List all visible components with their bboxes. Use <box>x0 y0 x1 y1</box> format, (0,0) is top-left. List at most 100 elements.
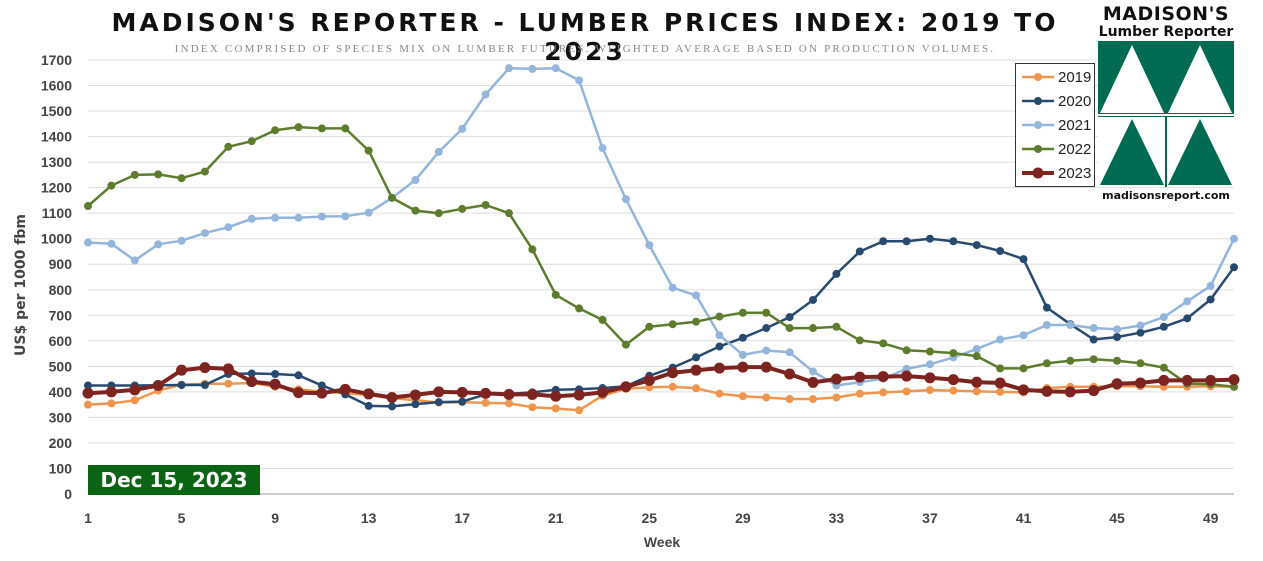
data-point-2023 <box>550 390 562 402</box>
data-point-2019 <box>107 399 116 408</box>
data-point-2022 <box>1230 382 1238 391</box>
data-point-2020 <box>247 369 256 378</box>
data-point-2019 <box>785 395 794 404</box>
data-point-2023 <box>573 389 585 401</box>
data-point-2022 <box>972 352 981 361</box>
legend-item-2023: 2023 <box>1016 162 1096 184</box>
data-point-2021 <box>434 147 443 156</box>
data-point-2023 <box>760 361 772 373</box>
data-point-2021 <box>996 335 1005 344</box>
data-point-2019 <box>762 393 771 402</box>
data-point-2023 <box>199 362 211 374</box>
data-point-2021 <box>341 212 350 221</box>
data-point-2022 <box>294 123 303 132</box>
data-point-2021 <box>1066 320 1075 329</box>
legend-swatch <box>1022 167 1054 179</box>
data-point-2023 <box>854 371 866 383</box>
data-point-2021 <box>177 236 186 245</box>
data-point-2021 <box>528 64 537 73</box>
series-2022 <box>84 123 1238 391</box>
data-point-2022 <box>668 320 677 329</box>
data-point-2022 <box>458 204 467 213</box>
data-point-2023 <box>129 384 141 396</box>
data-point-2019 <box>925 386 934 395</box>
data-point-2020 <box>317 381 326 390</box>
legend-swatch <box>1022 73 1054 81</box>
data-point-2022 <box>434 209 443 218</box>
data-point-2020 <box>1089 335 1098 344</box>
data-point-2020 <box>364 401 373 410</box>
x-tick-label: 9 <box>271 510 279 526</box>
data-point-2021 <box>200 229 209 238</box>
chart-title: MADISON'S REPORTER - LUMBER PRICES INDEX… <box>111 8 1059 66</box>
data-point-2023 <box>503 388 515 400</box>
data-point-2022 <box>271 126 280 135</box>
data-point-2019 <box>551 404 560 413</box>
data-point-2022 <box>692 317 701 326</box>
data-point-2020 <box>458 397 467 406</box>
chart-subtitle: INDEX COMPRISED OF SPECIES MIX ON LUMBER… <box>174 43 996 55</box>
data-point-2019 <box>855 389 864 398</box>
data-point-2022 <box>84 202 92 211</box>
data-point-2020 <box>738 333 747 342</box>
data-point-2023 <box>1064 386 1076 398</box>
data-point-2021 <box>785 348 794 357</box>
data-point-2023 <box>1088 385 1100 397</box>
data-point-2023 <box>433 386 445 398</box>
data-point-2022 <box>902 346 911 355</box>
data-point-2020 <box>715 342 724 351</box>
y-tick-label: 0 <box>64 486 72 502</box>
legend-swatch <box>1022 97 1054 105</box>
data-point-2022 <box>1089 355 1098 364</box>
data-point-2023 <box>1041 385 1053 397</box>
data-point-2019 <box>504 399 513 408</box>
x-axis-label: Week <box>644 534 681 550</box>
data-point-2020 <box>388 402 397 411</box>
data-point-2021 <box>809 367 818 376</box>
legend-label: 2022 <box>1058 141 1092 158</box>
x-tick-label: 13 <box>361 510 377 526</box>
data-point-2020 <box>1230 263 1238 272</box>
y-tick-label: 1600 <box>41 78 72 94</box>
data-point-2019 <box>996 387 1005 396</box>
data-point-2021 <box>1019 331 1028 340</box>
data-point-2021 <box>668 283 677 292</box>
legend: 2019 2020 2021 2022 2023 <box>1015 63 1095 187</box>
y-tick-label: 1400 <box>41 129 72 145</box>
y-tick-label: 1500 <box>41 103 72 119</box>
data-point-2021 <box>411 175 420 184</box>
data-point-2023 <box>1205 374 1217 386</box>
y-tick-label: 200 <box>49 435 73 451</box>
data-point-2023 <box>456 386 468 398</box>
data-point-2023 <box>105 386 117 398</box>
y-tick-label: 400 <box>49 384 73 400</box>
data-point-2022 <box>388 193 397 202</box>
data-point-2020 <box>1042 303 1051 312</box>
data-point-2023 <box>830 373 842 385</box>
data-point-2020 <box>177 380 186 389</box>
data-point-2022 <box>1019 364 1028 373</box>
data-point-2021 <box>645 241 654 250</box>
data-point-2023 <box>737 361 749 373</box>
data-point-2019 <box>224 379 233 388</box>
data-point-2023 <box>901 370 913 382</box>
data-point-2021 <box>84 238 92 247</box>
y-tick-label: 100 <box>49 460 73 476</box>
data-point-2022 <box>177 174 186 183</box>
logo-brand-line2: Lumber Reporter <box>1098 24 1234 40</box>
data-point-2023 <box>690 364 702 376</box>
data-point-2021 <box>598 144 607 153</box>
data-point-2022 <box>832 322 841 331</box>
x-tick-label: 21 <box>548 510 564 526</box>
legend-label: 2020 <box>1058 93 1092 110</box>
legend-swatch <box>1022 121 1054 129</box>
data-point-2020 <box>925 234 934 243</box>
data-point-2023 <box>971 376 983 388</box>
data-point-2022 <box>809 324 818 333</box>
data-point-2021 <box>1136 321 1145 330</box>
data-point-2020 <box>1159 322 1168 331</box>
data-point-2022 <box>925 347 934 356</box>
data-point-2021 <box>972 344 981 353</box>
data-point-2023 <box>643 374 655 386</box>
